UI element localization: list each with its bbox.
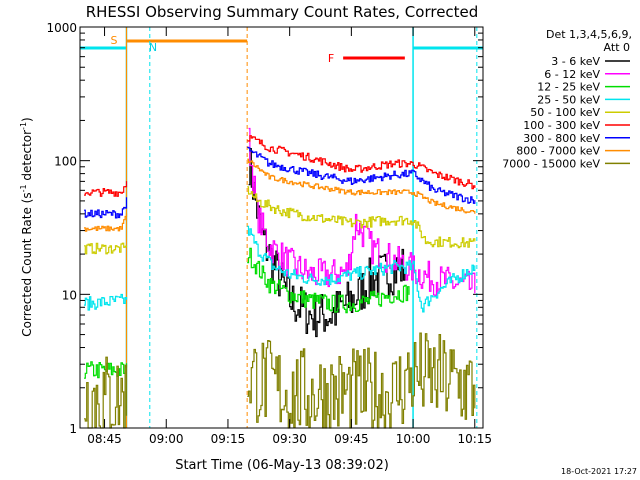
x-tick-label-5: 10:00	[396, 432, 431, 446]
series-7-segment-0	[84, 213, 128, 232]
series-7-segment-1	[247, 158, 476, 214]
y-axis-label-sup2: -1	[19, 122, 28, 130]
series-layer	[84, 127, 476, 429]
x-tick-label-3: 09:30	[272, 432, 307, 446]
legend-label-4: 50 - 100 keV	[530, 106, 600, 119]
series-8-segment-0	[84, 356, 128, 429]
legend-label-6: 300 - 800 keV	[523, 132, 600, 145]
y-tick-label-3: 1000	[46, 21, 77, 35]
saa-label: S	[111, 34, 118, 47]
x-tick-label-4: 09:45	[334, 432, 369, 446]
y-axis-label-end: )	[20, 117, 34, 122]
legend-header-line1: Det 1,3,4,5,6,9,	[546, 28, 632, 41]
series-3-segment-1	[247, 225, 476, 313]
x-axis-label: Start Time (06-May-13 08:39:02)	[175, 458, 389, 473]
series-6-segment-0	[84, 197, 128, 219]
y-axis-label-mid: detector	[20, 130, 34, 185]
timestamp: 18-Oct-2021 17:27	[561, 467, 637, 476]
y-axis-label-main: Corrected Count Rate (s	[20, 192, 34, 336]
interval-bands	[80, 27, 483, 428]
legend-label-7: 800 - 7000 keV	[516, 145, 600, 158]
axis-ticks: 08:45 09:00 09:15 09:30 09:45 10:00 10:15 1 10 10…	[46, 21, 492, 446]
legend-label-1: 6 - 12 keV	[544, 68, 600, 81]
y-tick-label-1: 10	[62, 288, 77, 302]
series-6-segment-1	[247, 146, 476, 204]
x-tick-label-2: 09:15	[211, 432, 246, 446]
series-2-segment-0	[84, 361, 128, 379]
x-tick-label-0: 08:45	[87, 432, 122, 446]
y-axis-label: Corrected Count Rate (s-1 detector-1)	[19, 117, 34, 336]
plot-frame	[79, 26, 484, 429]
series-8-segment-1	[247, 332, 476, 429]
y-tick-label-2: 100	[54, 155, 77, 169]
y-tick-label-0: 1	[69, 422, 77, 436]
night-label: N	[149, 41, 157, 54]
legend-label-5: 100 - 300 keV	[523, 119, 600, 132]
y-axis-label-sup1: -1	[19, 184, 28, 192]
legend-header-line2: Att 0	[604, 41, 630, 54]
x-tick-label-6: 10:15	[457, 432, 492, 446]
x-tick-label-1: 09:00	[149, 432, 184, 446]
series-5-segment-1	[247, 135, 476, 190]
series-3-segment-0	[84, 293, 128, 311]
legend-label-3: 25 - 50 keV	[537, 93, 600, 106]
series-5-segment-0	[84, 181, 128, 197]
flare-label: F	[328, 52, 334, 65]
legend-label-2: 12 - 25 keV	[537, 81, 600, 94]
legend-label-8: 7000 - 15000 keV	[502, 157, 600, 170]
legend-label-0: 3 - 6 keV	[551, 55, 600, 68]
series-2-segment-1	[247, 247, 410, 314]
series-1-segment-0	[248, 127, 476, 296]
series-4-segment-0	[84, 242, 128, 255]
series-4-segment-1	[247, 186, 476, 249]
chart-title: RHESSI Observing Summary Count Rates, Co…	[86, 3, 479, 21]
